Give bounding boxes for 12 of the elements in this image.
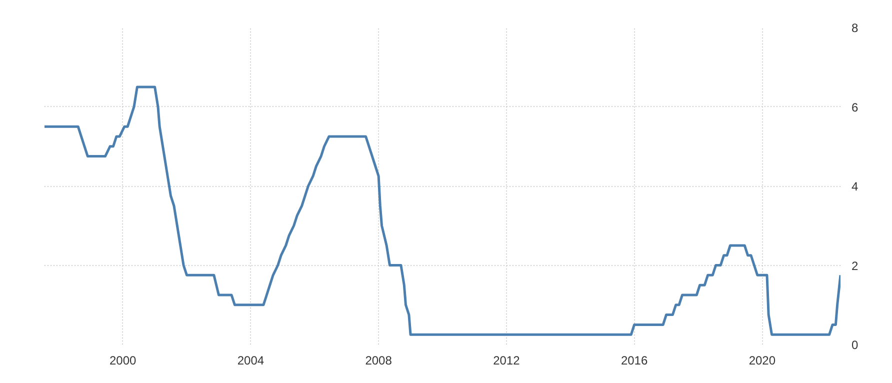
x-tick-label: 2020 [748,354,776,368]
y-tick-label: 6 [852,100,858,114]
y-tick-label: 4 [852,180,858,194]
y-tick-label: 2 [852,258,858,273]
x-tick-label: 2012 [493,354,520,368]
y-tick-label: 0 [852,338,858,352]
x-tick-label: 2004 [237,354,264,368]
x-tick-label: 2016 [620,354,648,368]
x-tick-label: 2008 [365,354,392,368]
y-tick-label: 8 [852,21,858,35]
line-series [44,86,840,336]
x-tick-label: 2000 [109,354,136,368]
